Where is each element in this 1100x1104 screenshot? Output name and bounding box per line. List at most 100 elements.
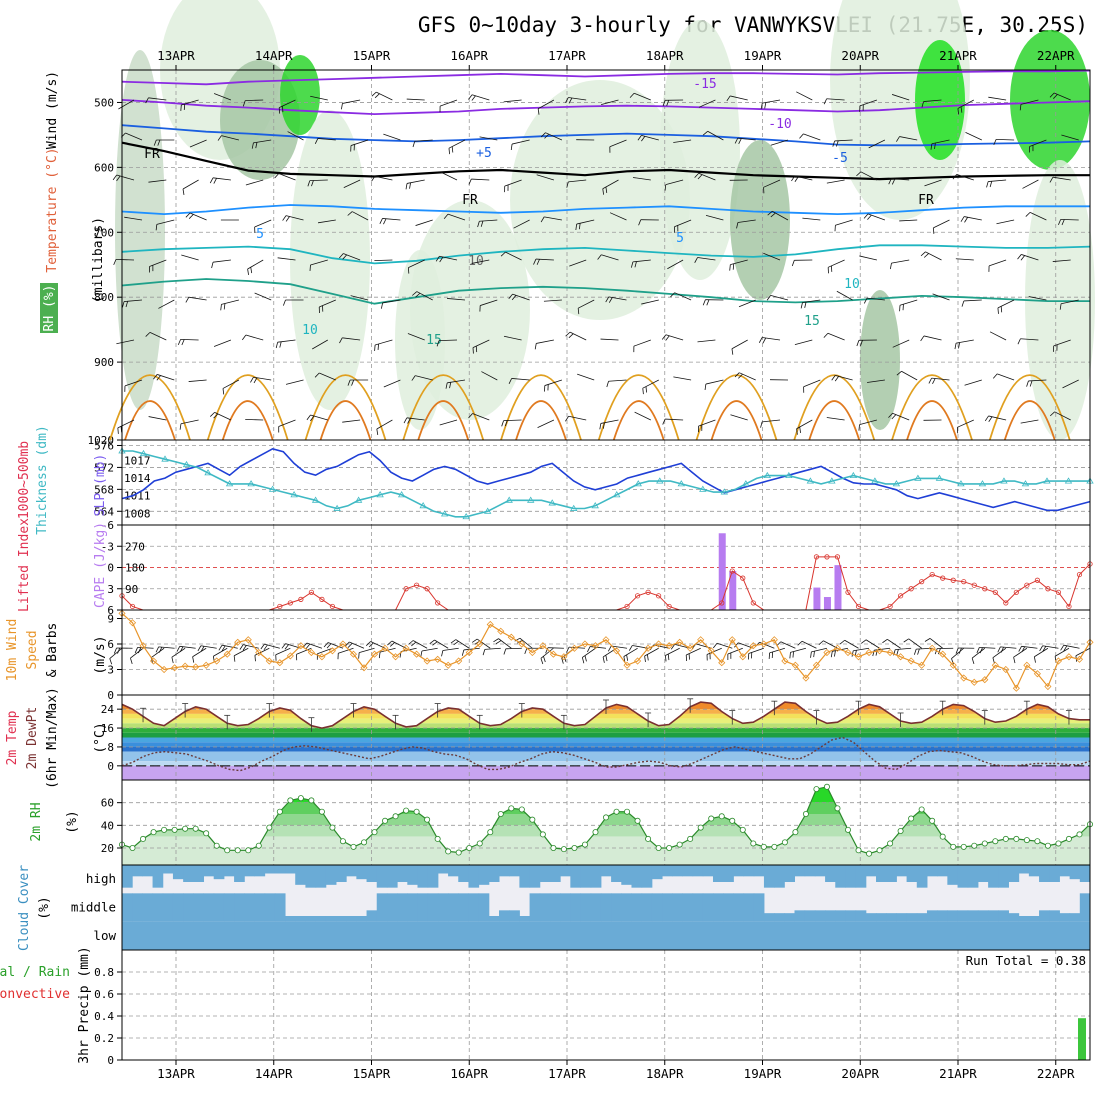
cloud-mid-bar xyxy=(907,913,918,922)
barbs-label: & Barbs xyxy=(45,623,60,678)
cloud-mid-bar xyxy=(356,916,367,922)
wind-barb-feather xyxy=(198,646,201,651)
rh-point xyxy=(982,841,987,846)
rh-unit-label: (%) xyxy=(65,810,80,833)
rh-point xyxy=(488,830,493,835)
rh-point xyxy=(1035,839,1040,844)
wind-barb-feather xyxy=(798,641,802,645)
rh-point xyxy=(393,814,398,819)
date-label-bottom: 15APR xyxy=(353,1066,391,1081)
wind-barb-feather xyxy=(1027,381,1029,387)
cloud-mid-bar xyxy=(958,910,969,921)
cloud-mid-bar xyxy=(479,893,490,921)
wind-barb xyxy=(214,340,231,346)
wind-barb-feather xyxy=(183,189,184,195)
cloud-high-bar xyxy=(927,865,938,876)
wind-barb-feather xyxy=(410,183,411,189)
temp-band xyxy=(122,714,1090,719)
wind-barb-feather xyxy=(790,652,791,658)
wind-barb-feather xyxy=(221,304,222,310)
wind-barb-feather xyxy=(1022,647,1025,652)
rh-point xyxy=(214,843,219,848)
panel-frame xyxy=(122,440,1090,525)
wind-barb xyxy=(1034,648,1048,656)
rh-point xyxy=(1066,836,1071,841)
date-label-top: 21APR xyxy=(939,48,977,63)
rh-point xyxy=(772,844,777,849)
cloud-mid-bar xyxy=(815,910,826,921)
wind-barb xyxy=(246,335,263,340)
y-tick-label: 900 xyxy=(94,356,114,369)
cloud-mid-bar xyxy=(468,893,479,921)
wind-barb-feather xyxy=(541,658,543,664)
rh-point xyxy=(877,848,882,853)
contour-line xyxy=(892,375,972,440)
wind-barb xyxy=(698,420,715,426)
wind-barb-feather xyxy=(958,343,959,349)
cloud-mid-bar xyxy=(204,893,215,921)
cloud-high-bar xyxy=(1029,865,1040,876)
wind-barb-feather xyxy=(210,412,214,416)
wind-barb-feather xyxy=(989,417,992,422)
wind-barb xyxy=(245,419,263,420)
contour-label: FR xyxy=(144,147,160,162)
rh2m-label: 2m RH xyxy=(29,802,44,841)
wind-barb-feather xyxy=(283,216,286,221)
run-total: Run Total = 0.38 xyxy=(966,953,1086,968)
wind-barb-feather xyxy=(668,654,669,660)
wind-barb-feather xyxy=(666,336,670,341)
wind-barb-feather xyxy=(234,656,235,662)
wind-barb-feather xyxy=(240,645,243,650)
wind-barb xyxy=(172,648,185,657)
y-tick-label: 9 xyxy=(107,613,114,626)
cape-bar xyxy=(719,533,726,610)
cloud-high-bar xyxy=(784,865,795,882)
panel-frame xyxy=(122,950,1090,1060)
rh-point xyxy=(835,806,840,811)
rh-point xyxy=(740,827,745,832)
cloud-mid-bar xyxy=(978,910,989,921)
wind-barb xyxy=(577,374,594,380)
y-tick-label: 6 xyxy=(107,638,114,651)
cloud-mid-bar xyxy=(937,910,948,921)
wind-barb xyxy=(673,377,691,380)
wind-barb-feather xyxy=(452,147,453,153)
cloud-high-bar xyxy=(1008,865,1019,882)
wind-barb-feather xyxy=(1001,306,1002,312)
wind-barb xyxy=(149,417,167,420)
wind-barb xyxy=(213,260,231,262)
rh-point xyxy=(856,848,861,853)
wind-barb-feather xyxy=(180,424,181,430)
wind-barb xyxy=(790,648,805,652)
wind-barb-feather xyxy=(375,94,379,98)
cloud-mid-bar xyxy=(1039,910,1050,921)
wind-barb-feather xyxy=(914,649,916,655)
cloud-mid-bar xyxy=(244,893,255,921)
temp-band xyxy=(122,733,1090,738)
wind-barb-feather xyxy=(566,332,570,336)
wind-barb-feather xyxy=(341,103,342,109)
wind-barb xyxy=(183,180,199,189)
wind-barb-feather xyxy=(442,650,443,656)
cloud-mid-bar xyxy=(1070,913,1081,922)
cloud-low-bar xyxy=(122,922,1090,950)
rh-point xyxy=(172,827,177,832)
wind-barb xyxy=(441,172,457,180)
y-tick-label: 0.6 xyxy=(94,988,114,1001)
wind-barb xyxy=(771,295,788,300)
cloud-mid-bar xyxy=(346,916,357,922)
wind-barb xyxy=(706,380,724,384)
rh-point xyxy=(761,844,766,849)
rh-point xyxy=(183,826,188,831)
date-label-bottom: 19APR xyxy=(744,1066,782,1081)
cloud-high-bar xyxy=(886,865,897,882)
rh-point xyxy=(267,825,272,830)
cloud-mid-bar xyxy=(886,913,897,922)
temp2m-label: 2m Temp xyxy=(5,710,20,765)
wind-barb-feather xyxy=(307,415,311,420)
rh-point xyxy=(225,848,230,853)
cloud-high-bar xyxy=(326,865,337,885)
